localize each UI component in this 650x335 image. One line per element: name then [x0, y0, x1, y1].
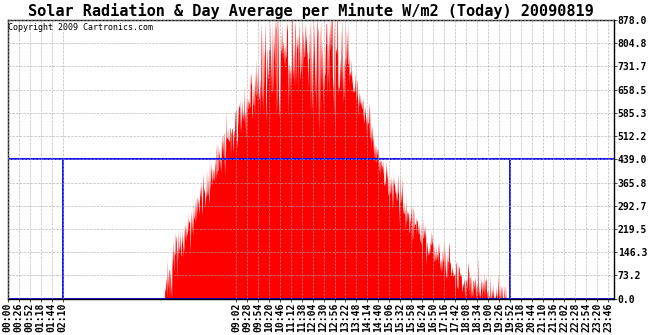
Title: Solar Radiation & Day Average per Minute W/m2 (Today) 20090819: Solar Radiation & Day Average per Minute…	[28, 3, 593, 19]
Text: Copyright 2009 Cartronics.com: Copyright 2009 Cartronics.com	[8, 23, 153, 32]
